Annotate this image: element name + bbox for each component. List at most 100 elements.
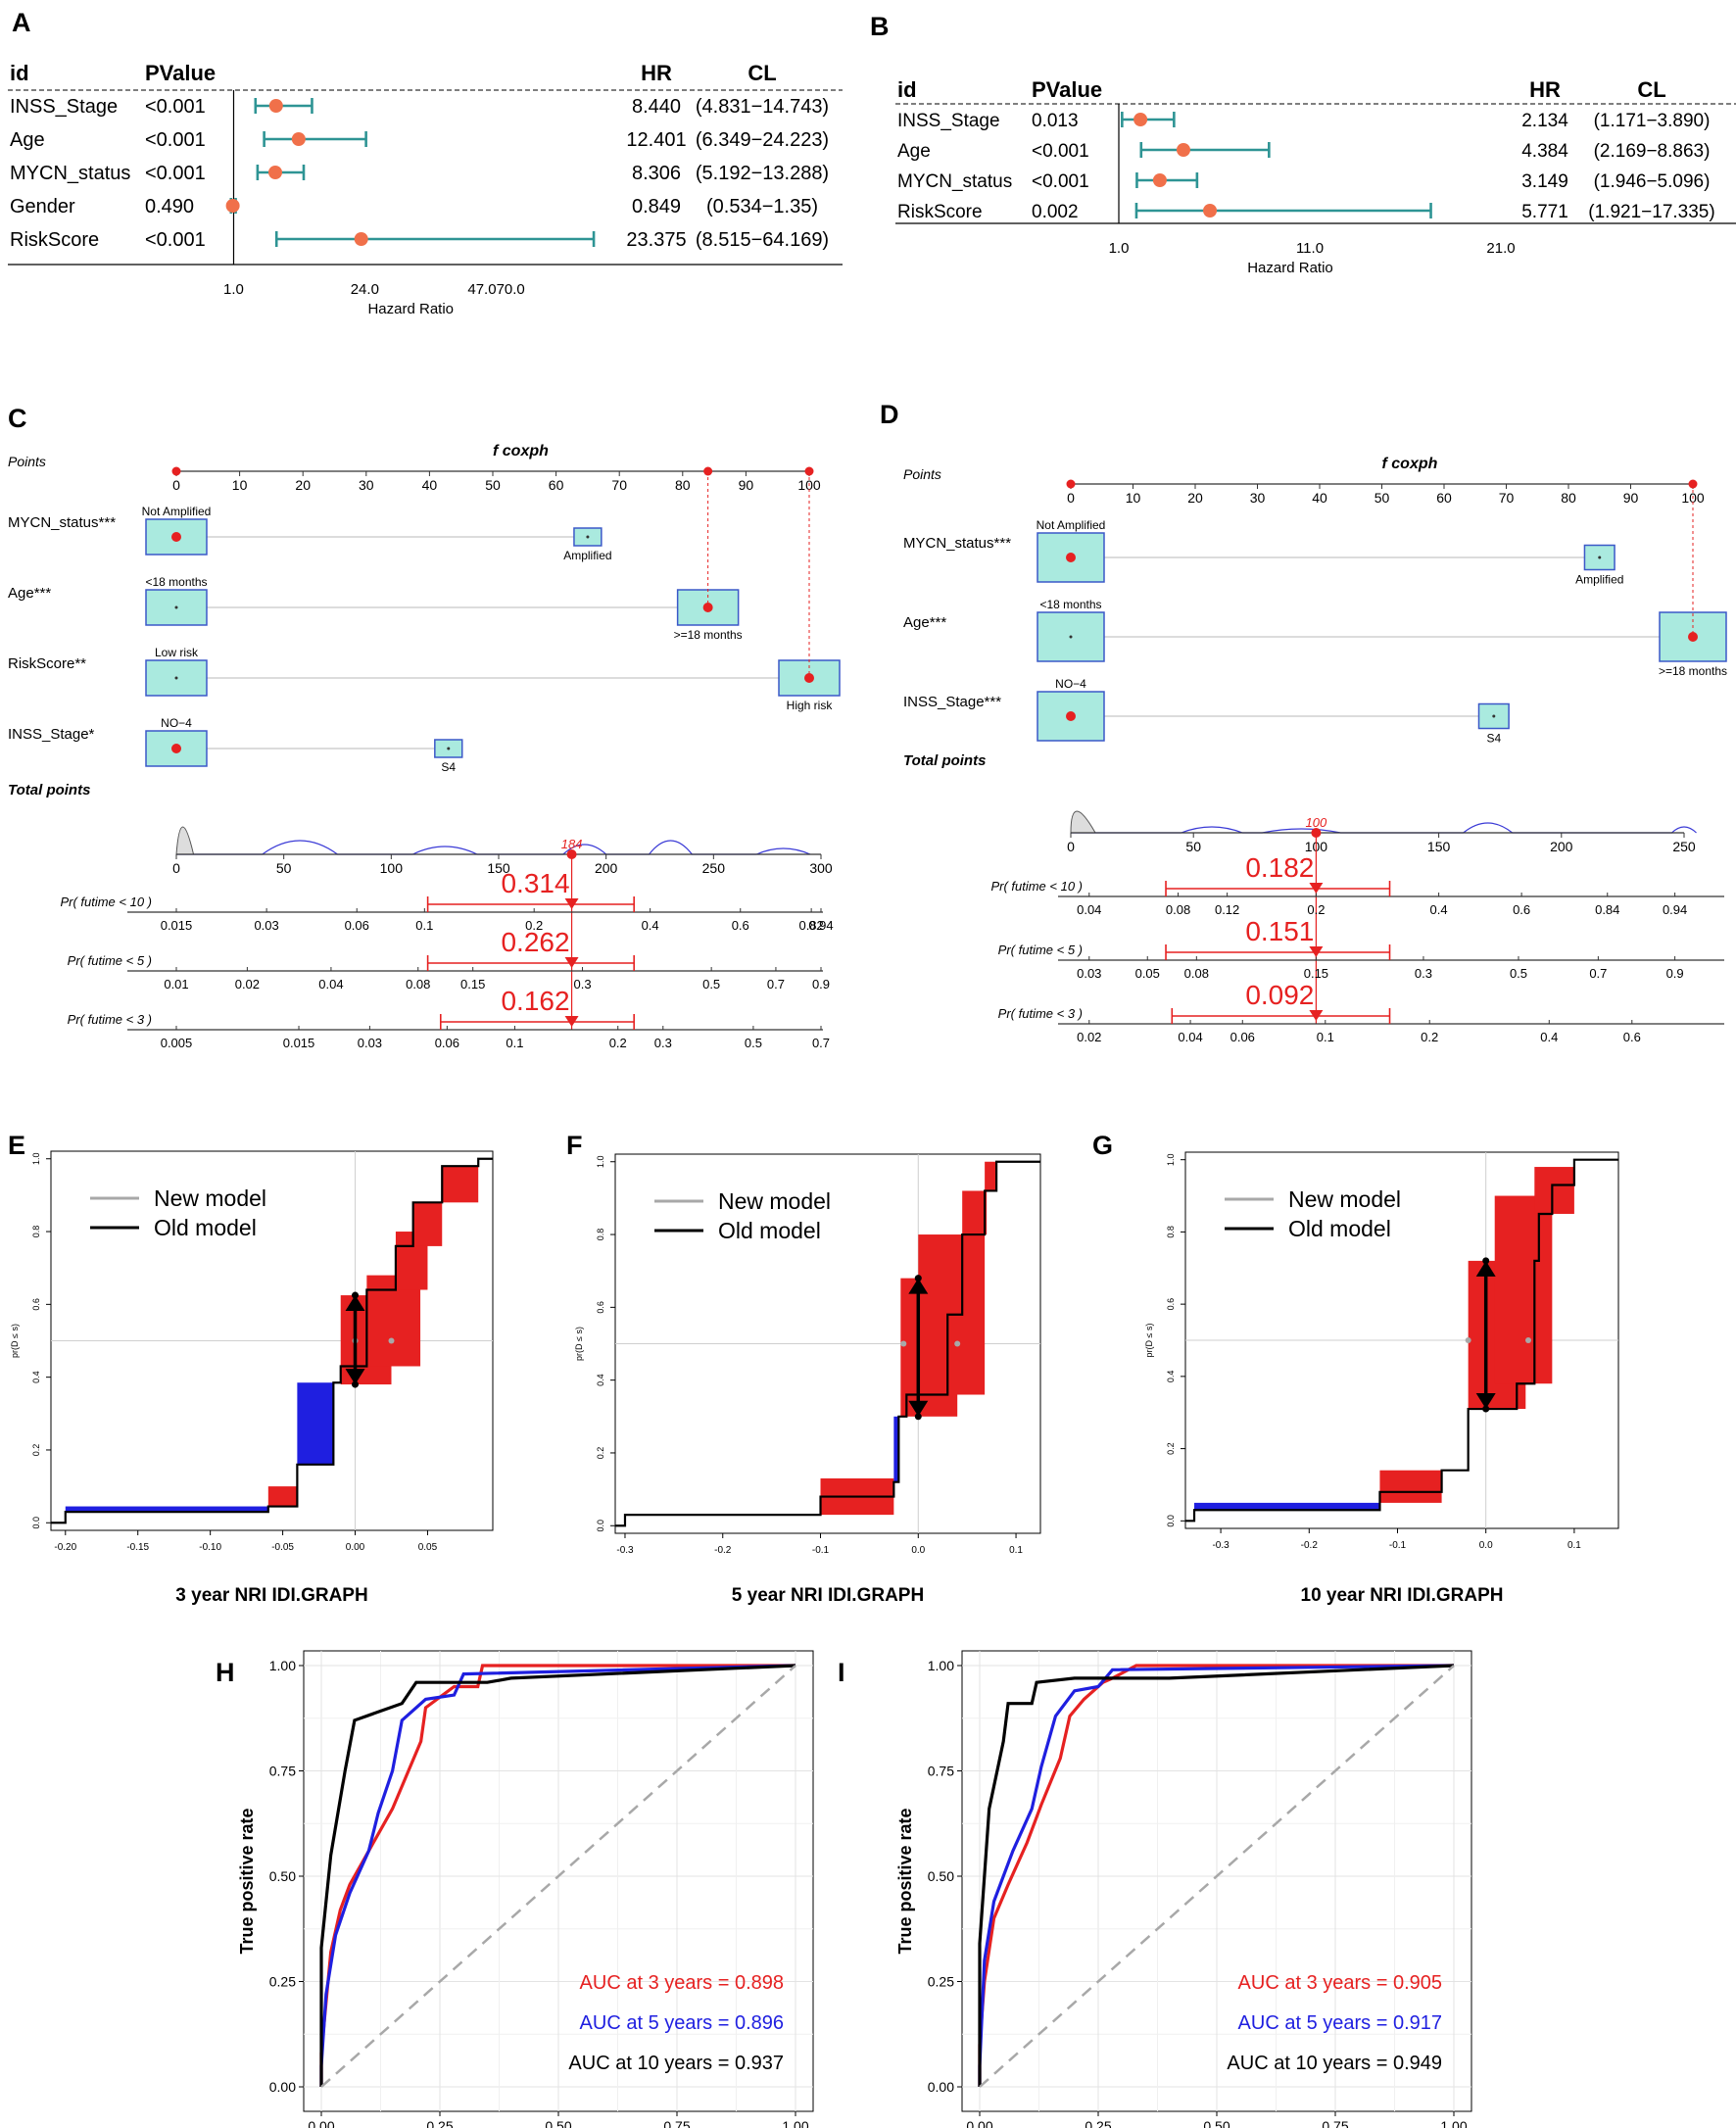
nomogram-prob-tick-label: 0.5 bbox=[1510, 966, 1527, 981]
nri-y-tick-label: 0.6 bbox=[1166, 1298, 1176, 1311]
forest-x-tick-label: 1.0 bbox=[1109, 240, 1130, 257]
forest-row-pvalue: <0.001 bbox=[145, 96, 206, 118]
forest-row-hr: 4.384 bbox=[1521, 141, 1568, 162]
nomogram-point-marker bbox=[703, 466, 713, 476]
nomogram-prob-tick-label: 0.6 bbox=[1623, 1030, 1641, 1044]
nomogram-prob-value: 0.092 bbox=[1245, 980, 1314, 1010]
roc-curve-5-years bbox=[978, 1664, 1455, 2087]
nomogram-level-label: <18 months bbox=[145, 575, 207, 589]
roc-y-tick-label: 0.50 bbox=[928, 1868, 954, 1884]
forest-row-cl: (1.171−3.890) bbox=[1594, 111, 1711, 131]
roc-curve-5-years bbox=[319, 1664, 796, 2087]
nri-arrow-end bbox=[352, 1291, 360, 1299]
forest-header-pvalue: PValue bbox=[145, 61, 216, 85]
nri-region-red bbox=[962, 1190, 988, 1235]
nomogram-prob-tick-label: 0.2 bbox=[525, 918, 543, 933]
nri-x-tick-label: 0.1 bbox=[1567, 1540, 1581, 1551]
nomogram-total-tick-label: 250 bbox=[702, 860, 726, 876]
nomogram-points-tick-label: 20 bbox=[1187, 490, 1203, 506]
nomogram-point-marker bbox=[171, 466, 181, 476]
nri-legend-new-label: New model bbox=[154, 1185, 266, 1211]
nomogram-prob-tick-label: 0.06 bbox=[435, 1036, 459, 1050]
nomogram-point-marker bbox=[804, 466, 814, 476]
nomogram-total-tick-label: 0 bbox=[1067, 839, 1075, 854]
nomogram-prob-tick-label: 0.005 bbox=[161, 1036, 193, 1050]
nomogram-density-curve bbox=[1071, 822, 1697, 834]
forest-x-tick-label: 47.070.0 bbox=[467, 281, 524, 298]
nomogram-prob-label: Pr( futime < 3 ) bbox=[998, 1006, 1083, 1021]
forest-hr-point bbox=[354, 232, 368, 246]
nri-region-red bbox=[985, 1161, 997, 1191]
nri-mean-dot bbox=[1465, 1337, 1471, 1343]
panel-label-i: I bbox=[838, 1658, 845, 1687]
nri-y-tick-label: 1.0 bbox=[1166, 1153, 1176, 1166]
nomogram-prob-tick-label: 0.15 bbox=[460, 977, 485, 991]
nomogram-total-tick-label: 150 bbox=[1427, 839, 1451, 854]
nri-y-tick-label: 0.8 bbox=[31, 1226, 41, 1238]
nri-legend-new-label: New model bbox=[718, 1188, 831, 1214]
roc-y-axis-label: True positive rate bbox=[237, 1808, 257, 1954]
nomogram-point-marker bbox=[1688, 479, 1698, 489]
nomogram-prob-tick-label: 0.015 bbox=[161, 918, 193, 933]
nomogram-level-label: S4 bbox=[441, 760, 456, 774]
panel-label-c: C bbox=[8, 404, 27, 433]
roc-curve-10-years bbox=[319, 1664, 796, 2087]
nomogram-level-label: High risk bbox=[787, 699, 834, 712]
nomogram-selected-point bbox=[1066, 553, 1076, 562]
panel-label-a: A bbox=[12, 8, 31, 37]
nri-arrow-head bbox=[908, 1400, 929, 1417]
nomogram-prob-tick-label: 0.15 bbox=[1304, 966, 1328, 981]
nri-x-tick-label: -0.3 bbox=[616, 1545, 634, 1556]
forest-row-hr: 0.849 bbox=[632, 196, 681, 218]
nri-legend-old-label: Old model bbox=[154, 1215, 257, 1240]
nomogram-prob-marker bbox=[1309, 883, 1324, 894]
roc-y-tick-label: 1.00 bbox=[269, 1658, 296, 1673]
forest-row-cl: (6.349−24.223) bbox=[696, 129, 829, 151]
roc-x-tick-label: 0.00 bbox=[966, 2118, 992, 2128]
nri-arrow-end bbox=[914, 1275, 922, 1282]
nomogram-prob-tick-label: 0.08 bbox=[1184, 966, 1209, 981]
nri-old-model-step bbox=[615, 1160, 1040, 1527]
roc-x-tick-label: 0.25 bbox=[1085, 2118, 1111, 2128]
nomogram-prob-tick-label: 0.06 bbox=[1230, 1030, 1255, 1044]
nomogram-points-label: Points bbox=[8, 454, 46, 469]
nomogram-points-tick-label: 70 bbox=[1499, 490, 1515, 506]
nri-y-tick-label: 0.0 bbox=[1166, 1515, 1176, 1527]
nomogram-prob-tick-label: 0.5 bbox=[745, 1036, 762, 1050]
nomogram-prob-tick-label: 0.08 bbox=[406, 977, 430, 991]
nri-x-tick-label: -0.20 bbox=[54, 1542, 76, 1553]
nomogram-prob-tick-label: 0.03 bbox=[358, 1036, 382, 1050]
roc-y-tick-label: 1.00 bbox=[928, 1658, 954, 1673]
forest-row-label: RiskScore bbox=[897, 202, 983, 222]
roc-curve-reference bbox=[320, 1665, 796, 2088]
nri-x-tick-label: -0.05 bbox=[271, 1542, 294, 1553]
roc-x-tick-label: 0.75 bbox=[663, 2118, 690, 2128]
nomogram-density-curve bbox=[176, 840, 811, 855]
nomogram-points-tick-label: 20 bbox=[295, 477, 311, 493]
nri-y-tick-label: 0.8 bbox=[596, 1229, 605, 1241]
forest-hr-point bbox=[225, 199, 240, 213]
nri-y-tick-label: 0.6 bbox=[596, 1301, 605, 1314]
roc-y-tick-label: 0.75 bbox=[928, 1764, 954, 1779]
nri-mean-dot bbox=[1524, 1337, 1531, 1343]
forest-hr-point bbox=[268, 166, 283, 179]
nri-region-red bbox=[1379, 1470, 1442, 1503]
nri-arrow-end bbox=[1482, 1405, 1490, 1413]
nomogram-total-tick-label: 250 bbox=[1672, 839, 1696, 854]
forest-row-cl: (1.946−5.096) bbox=[1594, 171, 1711, 192]
nomogram-prob-tick-label: 0.04 bbox=[1178, 1030, 1202, 1044]
nomogram-points-tick-label: 70 bbox=[611, 477, 627, 493]
nri-y-axis-label: pr(D ≤ s) bbox=[10, 1324, 20, 1358]
nomogram-points-tick-label: 50 bbox=[485, 477, 501, 493]
forest-row-pvalue: <0.001 bbox=[145, 163, 206, 184]
nri-region-red bbox=[442, 1166, 479, 1203]
forest-row-label: Age bbox=[10, 129, 45, 151]
nomogram-prob-value: 0.162 bbox=[501, 986, 569, 1016]
nri-y-tick-label: 0.0 bbox=[31, 1517, 41, 1529]
forest-x-axis-label: Hazard Ratio bbox=[1247, 260, 1333, 276]
forest-row-cl: (8.515−64.169) bbox=[696, 229, 829, 251]
nomogram-prob-label: Pr( futime < 5 ) bbox=[998, 943, 1083, 957]
forest-hr-point bbox=[268, 99, 283, 113]
nomogram-prob-label: Pr( futime < 3 ) bbox=[68, 1012, 152, 1027]
nri-x-tick-label: -0.15 bbox=[126, 1542, 149, 1553]
